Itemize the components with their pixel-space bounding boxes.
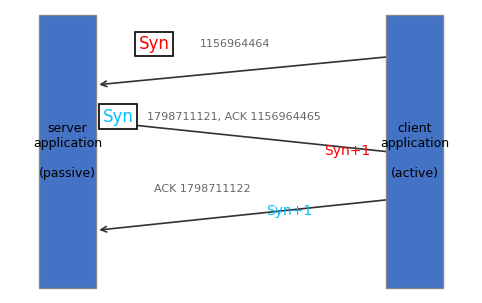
Text: ACK 1798711122: ACK 1798711122: [154, 184, 251, 195]
Text: Syn: Syn: [139, 35, 170, 53]
Bar: [386, 15, 443, 288]
Bar: [39, 15, 96, 288]
Text: Syn+1: Syn+1: [266, 204, 312, 218]
Text: 1156964464: 1156964464: [200, 39, 270, 49]
Text: Syn+1: Syn+1: [324, 145, 370, 158]
Text: client
application

(active): client application (active): [380, 122, 449, 181]
Text: Syn: Syn: [103, 108, 134, 126]
Text: 1798711121, ACK 1156964465: 1798711121, ACK 1156964465: [147, 112, 321, 122]
Text: server
application

(passive): server application (passive): [33, 122, 102, 181]
